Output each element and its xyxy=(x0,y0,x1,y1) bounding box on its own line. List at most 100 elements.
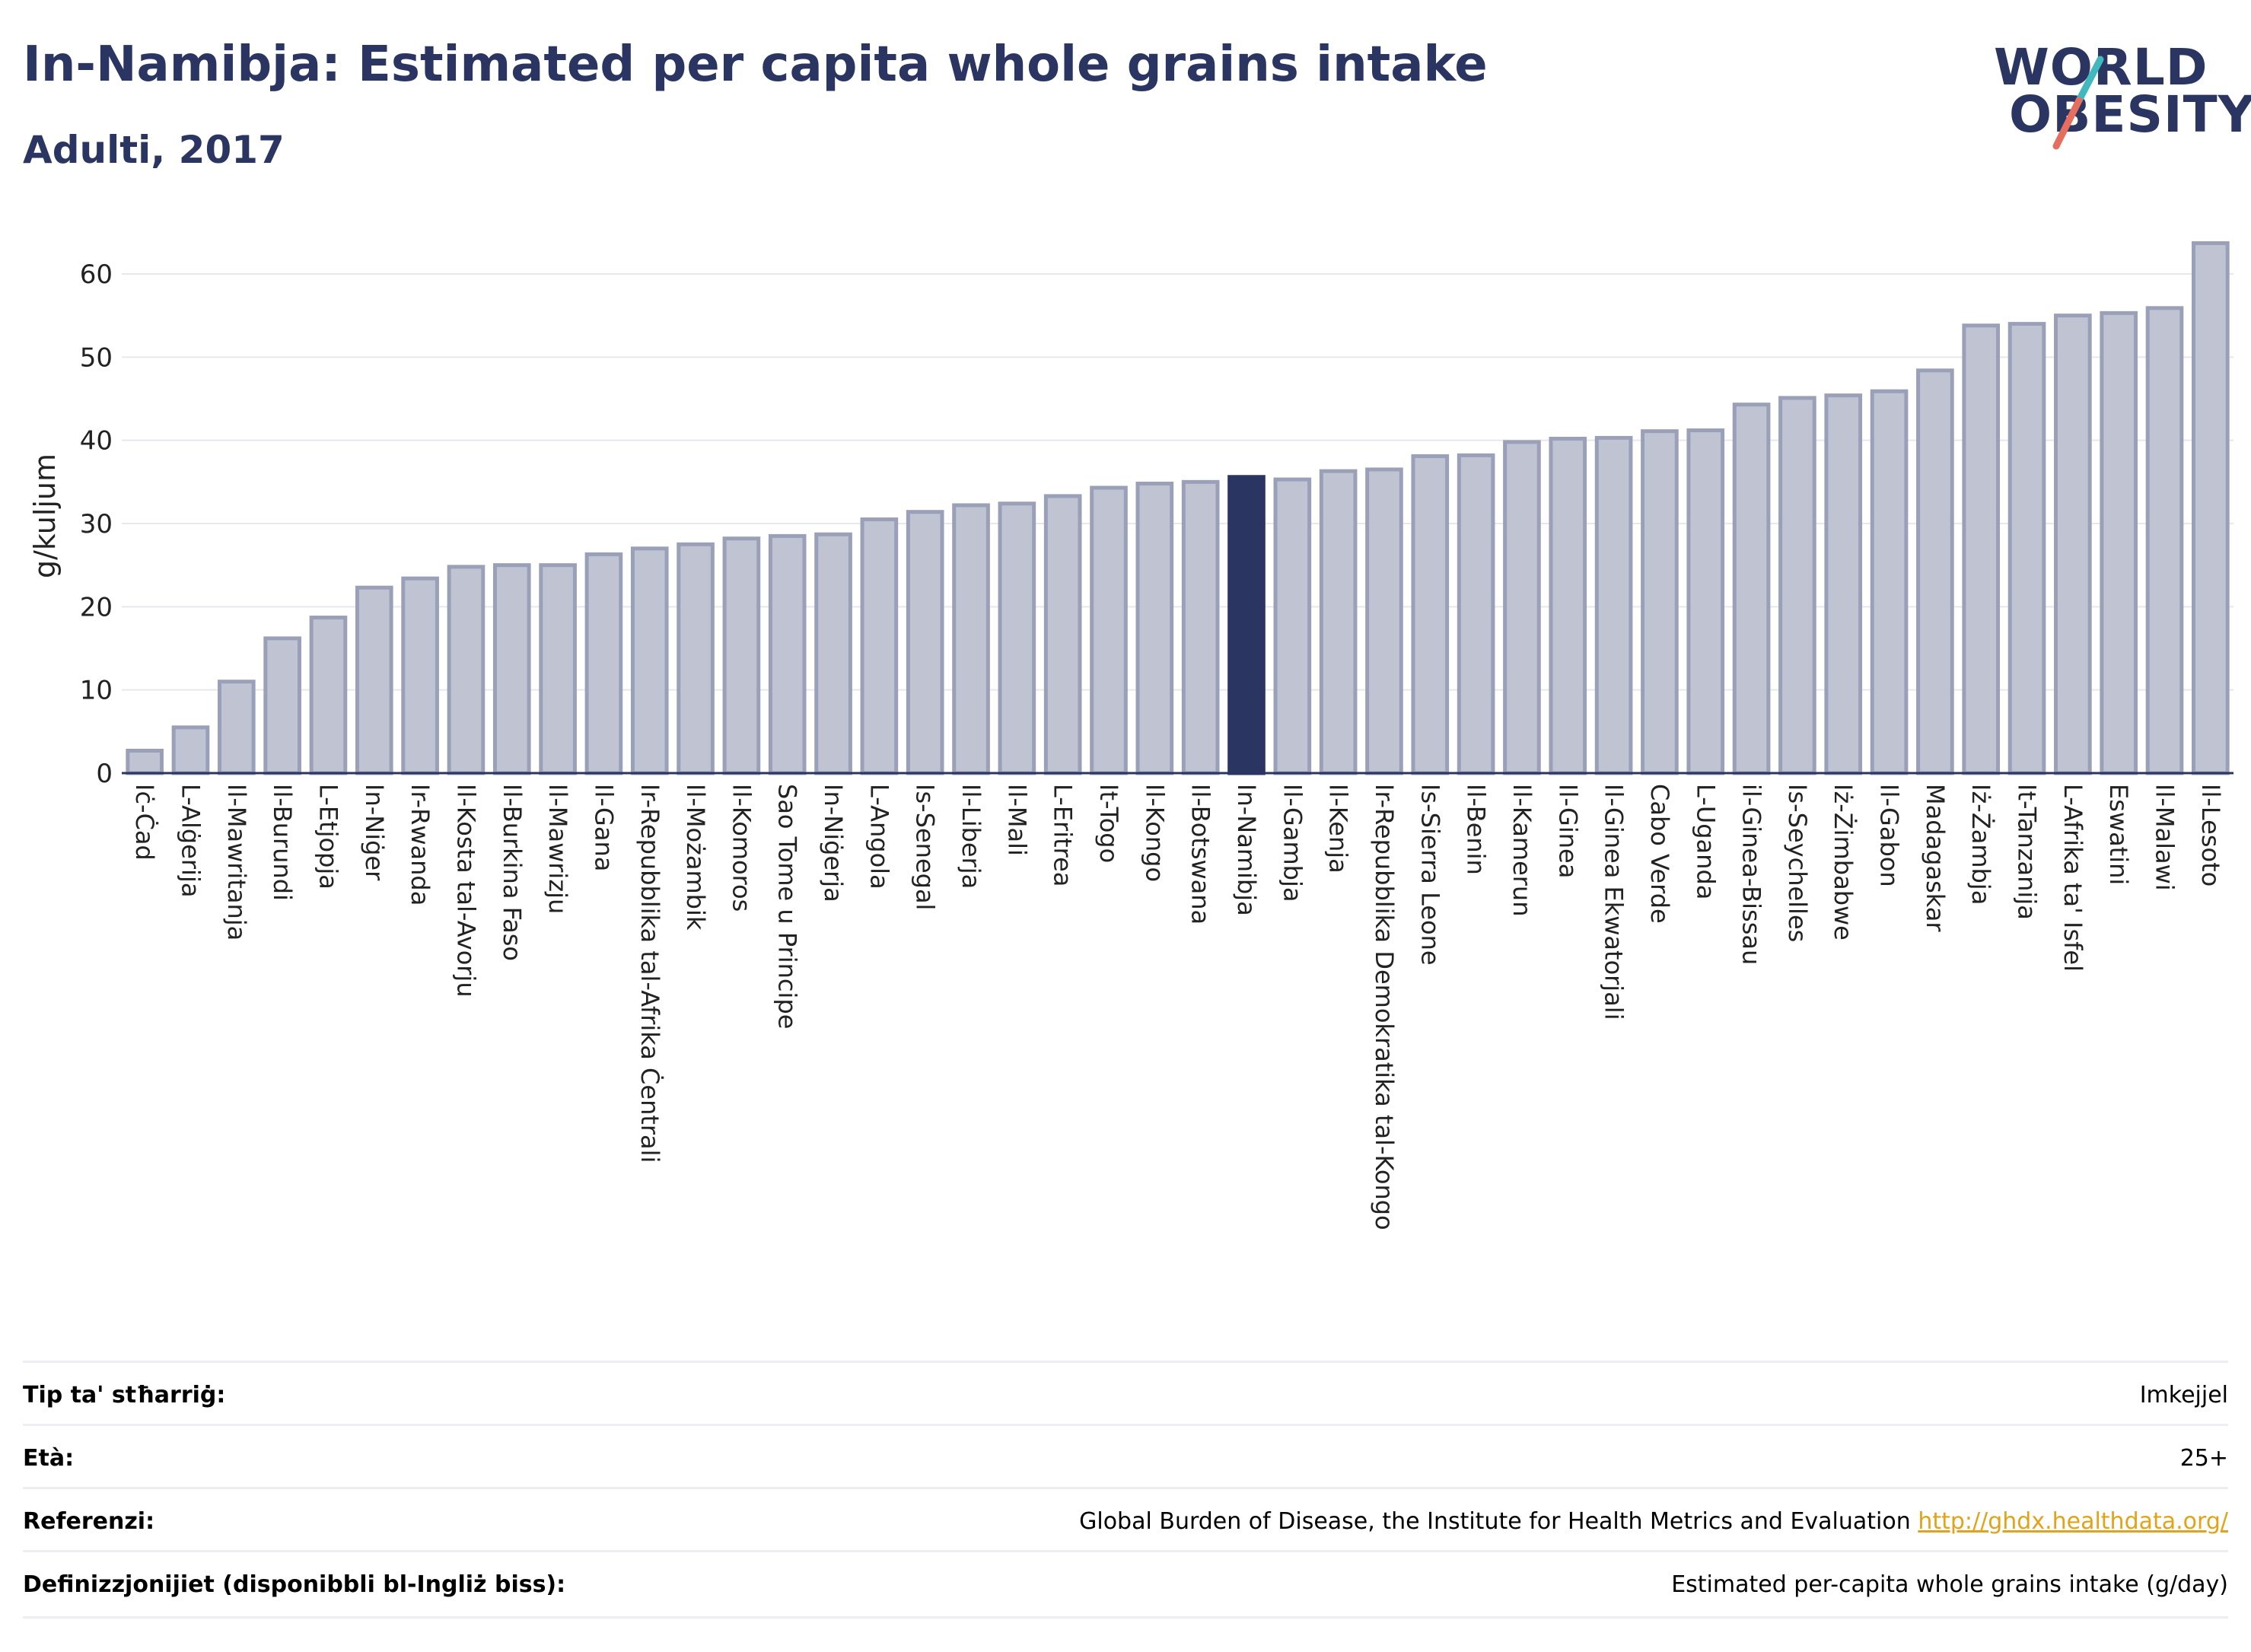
bar-chart: 0 10 20 30 40 50 60 g/kuljum Iċ-Ċad L-Alġerija Il-… xyxy=(28,241,2233,1230)
x-tick-label: Is-Seychelles xyxy=(1783,784,1812,942)
x-tick-label: Il-Benin xyxy=(1462,784,1491,875)
bar xyxy=(492,563,531,775)
bar xyxy=(1181,479,1220,775)
x-tick-label: L-Alġerija xyxy=(176,784,205,897)
bar xyxy=(1090,485,1128,775)
x-tick-label: Il-Mawrizju xyxy=(543,784,572,914)
x-tick-label: It-Tanzanija xyxy=(2013,784,2042,920)
x-tick-label: Ir-Repubblika Demokratika tal-Kongo xyxy=(1370,784,1399,1230)
bar xyxy=(677,542,715,775)
bar xyxy=(1732,403,1771,775)
bar xyxy=(539,563,577,775)
bar xyxy=(1273,477,1312,775)
x-tick-label: Madagaskar xyxy=(1921,784,1950,932)
x-tick-label: In-Namibja xyxy=(1232,784,1261,916)
bar xyxy=(1549,436,1587,775)
bar xyxy=(263,636,301,775)
bar xyxy=(1686,428,1725,775)
info-value-text: Estimated per-capita whole grains intake… xyxy=(1671,1571,2228,1598)
bar xyxy=(309,616,348,775)
x-tick-label: L-Afrika ta' Isfel xyxy=(2058,784,2087,972)
info-label: Tip ta' stħarriġ: xyxy=(23,1381,226,1408)
bar xyxy=(1365,467,1403,775)
y-tick-label: 0 xyxy=(96,759,113,789)
logo-line-2: OBESITY xyxy=(2009,85,2251,144)
x-tick-label: L-Uganda xyxy=(1691,784,1720,899)
bar xyxy=(1778,396,1816,775)
x-tick-label: It-Togo xyxy=(1094,784,1123,863)
bar xyxy=(998,501,1036,775)
bar xyxy=(355,585,393,775)
bar xyxy=(1503,440,1541,775)
x-tick-label: Il-Gambja xyxy=(1278,784,1307,902)
info-value-text: Global Burden of Disease, the Institute … xyxy=(1079,1507,1911,1535)
x-tick-label: Il-Ginea xyxy=(1553,784,1582,878)
y-tick-label: 10 xyxy=(80,676,113,706)
bar xyxy=(401,576,439,775)
x-tick-label: Is-Sierra Leone xyxy=(1415,784,1444,966)
reference-link[interactable]: http://ghdx.healthdata.org/ xyxy=(1918,1507,2228,1535)
x-tick-label: Il-Lesoto xyxy=(2196,784,2225,886)
bar xyxy=(1227,475,1266,775)
logo-line-1: WORLD xyxy=(1994,38,2208,97)
x-tick-label: Il-Liberja xyxy=(957,784,985,889)
x-tick-label: Is-Senegal xyxy=(911,784,940,910)
info-label: Definizzjonijiet (disponibbli bl-Ingliż … xyxy=(23,1571,566,1598)
bar xyxy=(814,532,852,775)
x-tick-label: Eswatini xyxy=(2104,784,2133,885)
bar xyxy=(2100,310,2138,775)
bar xyxy=(768,533,807,775)
info-row: Tip ta' stħarriġ: Imkejjel xyxy=(23,1361,2228,1427)
info-value: Global Burden of Disease, the Institute … xyxy=(1079,1508,2228,1535)
y-tick-label: 60 xyxy=(80,259,113,290)
x-tick-label: Sao Tome u Principe xyxy=(773,784,802,1029)
bar xyxy=(722,536,761,775)
world-obesity-logo[interactable]: WORLD OBESITY xyxy=(1986,30,2251,160)
logo-slash-icon xyxy=(2052,56,2104,150)
y-axis-label: g/kuljum xyxy=(28,454,62,578)
page-title: In-Namibja: Estimated per capita whole g… xyxy=(23,37,1488,93)
x-tick-label: Ir-Repubblika tal-Afrika Ċentrali xyxy=(635,784,664,1163)
x-tick-label: Il-Kongo xyxy=(1140,784,1169,882)
info-value-text: 25+ xyxy=(2179,1444,2228,1472)
info-value: 25+ xyxy=(2180,1445,2228,1472)
bar xyxy=(126,748,164,775)
x-tick-label: Iċ-Ċad xyxy=(130,784,159,861)
info-value-text: Imkejjel xyxy=(2139,1381,2228,1408)
x-tick-label: Ir-Rwanda xyxy=(406,784,435,906)
bar xyxy=(952,503,990,775)
x-tick-label: L-Eritrea xyxy=(1049,784,1078,886)
bar xyxy=(906,510,944,775)
info-label: Referenzi: xyxy=(23,1507,155,1535)
info-row: Definizzjonijiet (disponibbli bl-Ingliż … xyxy=(23,1550,2228,1619)
x-tick-label: il-Ginea-Bissau xyxy=(1737,784,1766,965)
bar xyxy=(2145,306,2184,775)
bar xyxy=(1457,453,1495,775)
y-tick-label: 50 xyxy=(80,342,113,373)
y-tick-label: 30 xyxy=(80,509,113,540)
bar xyxy=(1962,323,2001,775)
bar xyxy=(1594,435,1633,775)
page-subtitle: Adulti, 2017 xyxy=(23,128,285,172)
bar xyxy=(1916,368,1954,775)
x-tick-label: Iż-Żimbabwe xyxy=(1829,784,1858,941)
bar xyxy=(217,680,256,775)
y-tick-label: 40 xyxy=(80,426,113,457)
info-value: Imkejjel xyxy=(2140,1382,2228,1408)
bar xyxy=(447,565,486,775)
x-tick-label: Il-Kamerun xyxy=(1508,784,1536,916)
x-tick-label: Il-Ginea Ekwatorjali xyxy=(1600,784,1629,1020)
y-tick-label: 20 xyxy=(80,592,113,622)
x-tick-label: Il-Mawritanja xyxy=(222,784,251,941)
bar xyxy=(1641,429,1679,775)
x-tick-label: Il-Gana xyxy=(589,784,618,871)
x-tick-label: L-Angola xyxy=(864,784,893,890)
x-tick-label: Iż-Żambja xyxy=(1966,784,1995,905)
info-label: Età: xyxy=(23,1444,75,1472)
x-tick-label: Il-Mali xyxy=(1002,784,1031,856)
x-tick-label: Il-Botswana xyxy=(1186,784,1215,925)
bar xyxy=(1043,494,1082,775)
bar xyxy=(171,725,210,775)
bar xyxy=(2192,241,2230,775)
bar xyxy=(1870,389,1909,775)
